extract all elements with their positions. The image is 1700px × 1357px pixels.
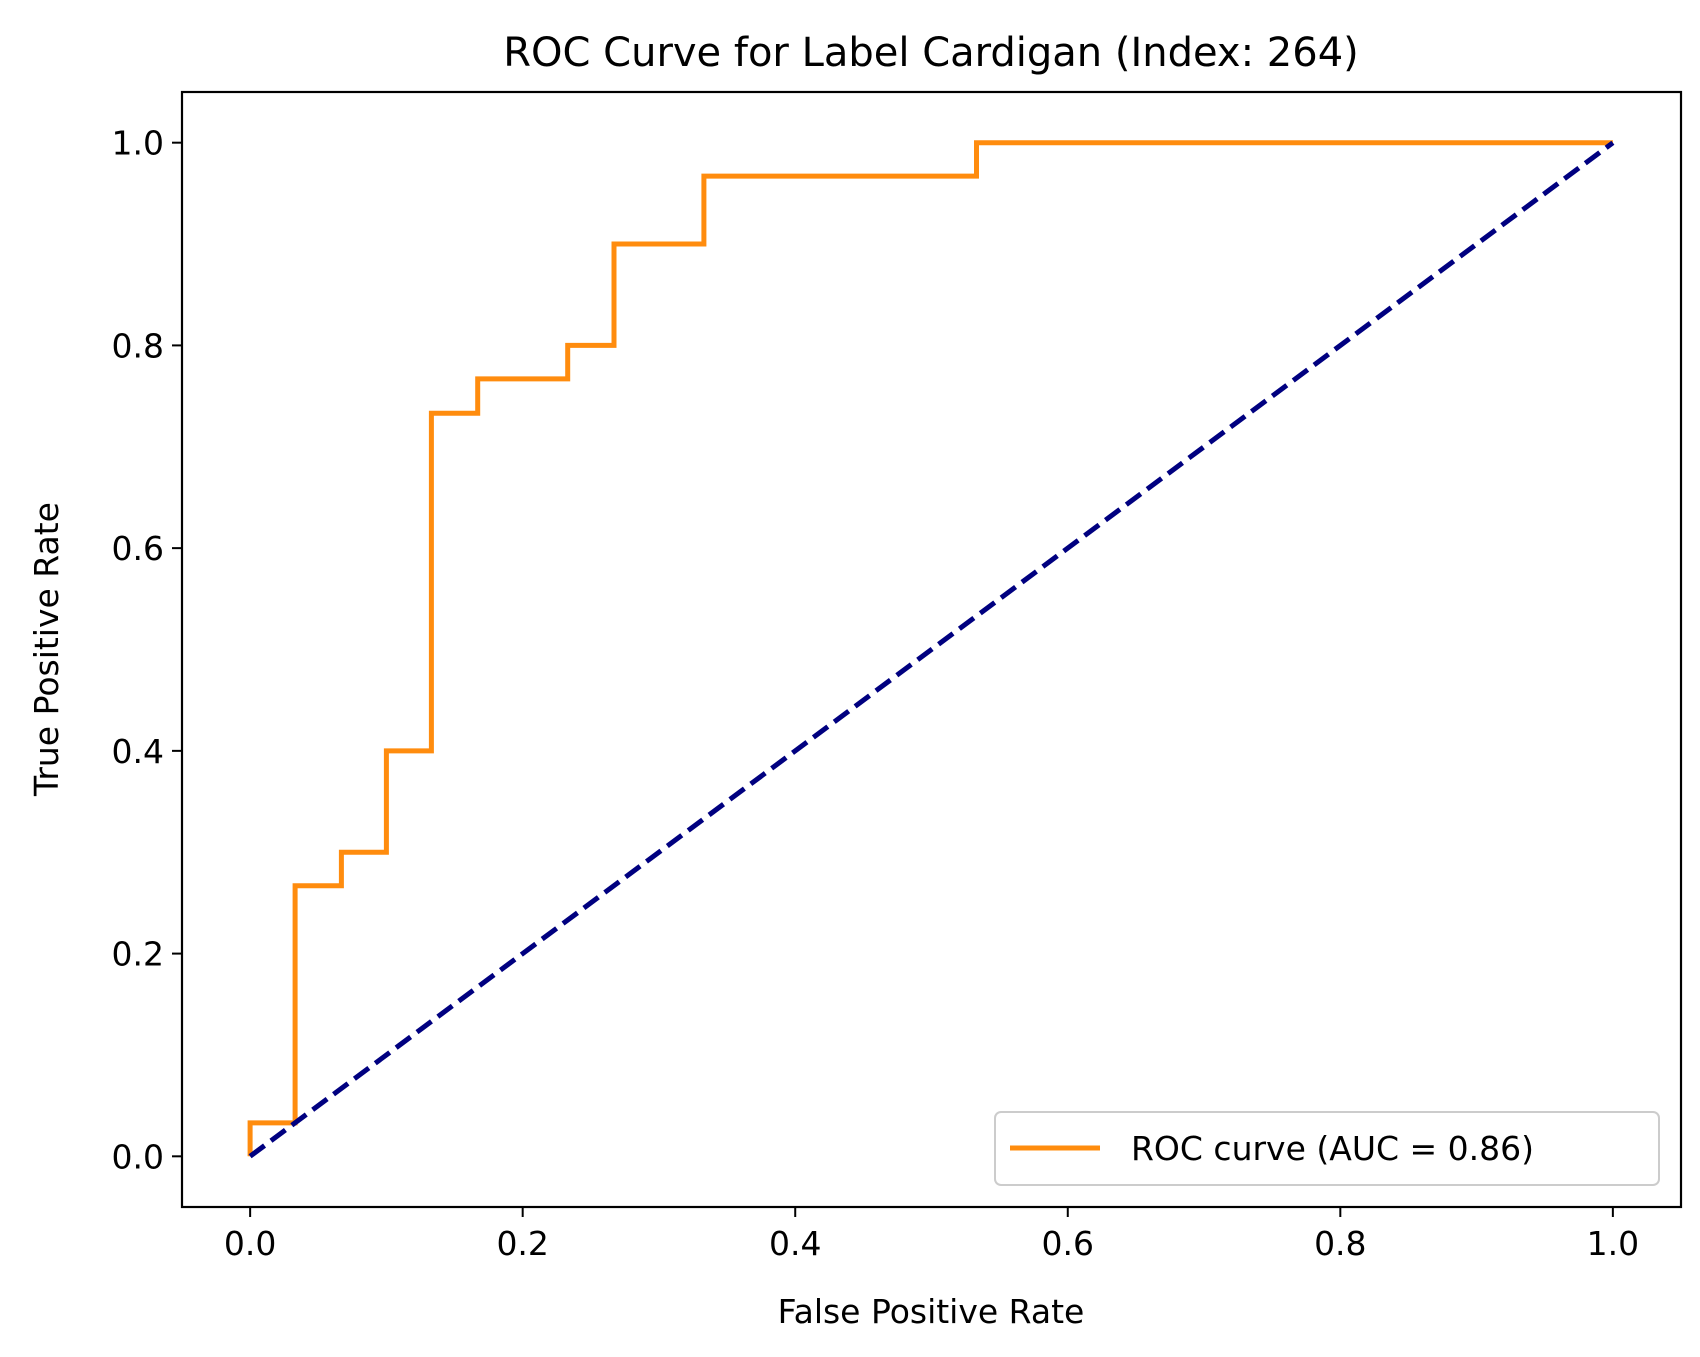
legend: ROC curve (AUC = 0.86) bbox=[994, 1111, 1660, 1186]
x-axis-ticks: 0.0 0.2 0.4 0.6 0.8 1.0 bbox=[224, 1207, 1639, 1263]
y-tick-label: 0.0 bbox=[112, 1137, 164, 1176]
x-tick-label: 0.4 bbox=[769, 1224, 821, 1263]
roc-curve-line bbox=[247, 140, 1613, 1157]
y-axis-ticks: 0.0 0.2 0.4 0.6 0.8 1.0 bbox=[112, 124, 182, 1176]
legend-label-roc: ROC curve (AUC = 0.86) bbox=[1131, 1129, 1534, 1168]
axes-frame bbox=[180, 90, 1683, 1209]
chance-diagonal-line bbox=[248, 140, 1615, 1159]
x-tick-label: 0.6 bbox=[1042, 1224, 1094, 1263]
y-tick-label: 0.2 bbox=[112, 935, 164, 974]
x-tick-label: 1.0 bbox=[1587, 1224, 1639, 1263]
y-tick-label: 0.4 bbox=[112, 732, 164, 771]
y-tick-label: 0.8 bbox=[112, 326, 164, 365]
y-tick-label: 0.6 bbox=[112, 529, 164, 568]
legend-box bbox=[994, 1111, 1660, 1186]
x-axis-label: False Positive Rate bbox=[778, 1292, 1085, 1331]
y-tick-label: 1.0 bbox=[112, 124, 164, 163]
plot-area bbox=[247, 140, 1615, 1159]
x-tick-label: 0.8 bbox=[1314, 1224, 1366, 1263]
chart-title: ROC Curve for Label Cardigan (Index: 264… bbox=[503, 30, 1359, 76]
x-tick-label: 0.2 bbox=[496, 1224, 548, 1263]
x-tick-label: 0.0 bbox=[224, 1224, 276, 1263]
y-axis-label: True Positive Rate bbox=[27, 502, 66, 797]
